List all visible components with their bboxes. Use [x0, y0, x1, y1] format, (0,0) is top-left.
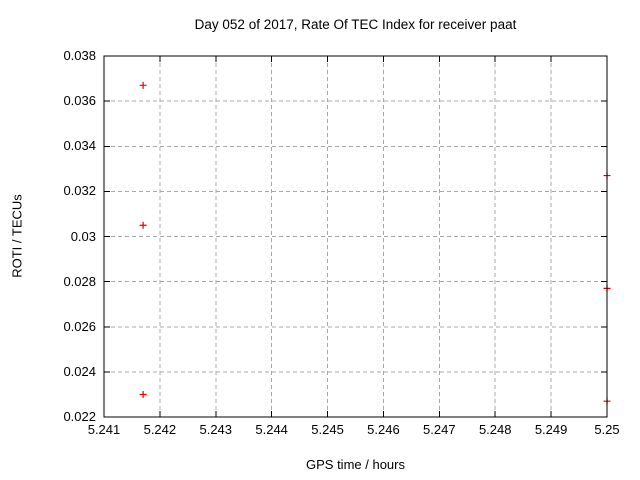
y-tick-label: 0.024	[63, 363, 96, 379]
x-tick-label: 5.245	[311, 422, 344, 437]
y-tick-label: 0.032	[63, 183, 96, 199]
y-tick-label: 0.038	[63, 48, 96, 63]
x-tick-label: 5.243	[199, 422, 233, 437]
y-tick-label: 0.036	[63, 93, 96, 109]
data-point-marker	[139, 221, 147, 229]
data-point-marker	[139, 390, 147, 398]
x-tick-label: 5.247	[423, 422, 456, 437]
x-axis-label: GPS time / hours	[306, 457, 405, 472]
y-tick-label: 0.028	[63, 273, 96, 289]
y-tick-label: 0.034	[63, 138, 96, 154]
x-tick-label: 5.248	[478, 422, 512, 437]
chart-title: Day 052 of 2017, Rate Of TEC Index for r…	[194, 17, 517, 32]
y-tick-label: 0.03	[70, 228, 96, 244]
x-tick-label: 5.25	[594, 422, 620, 437]
x-tick-label: 5.244	[255, 422, 288, 437]
y-tick-label: 0.026	[63, 318, 96, 334]
y-tick-label: 0.022	[63, 409, 96, 424]
x-tick-label: 5.241	[87, 422, 121, 437]
x-tick-label: 5.246	[367, 422, 400, 437]
x-tick-label: 5.242	[143, 422, 177, 437]
data-point-marker	[139, 81, 147, 89]
x-tick-label: 5.249	[534, 422, 568, 437]
